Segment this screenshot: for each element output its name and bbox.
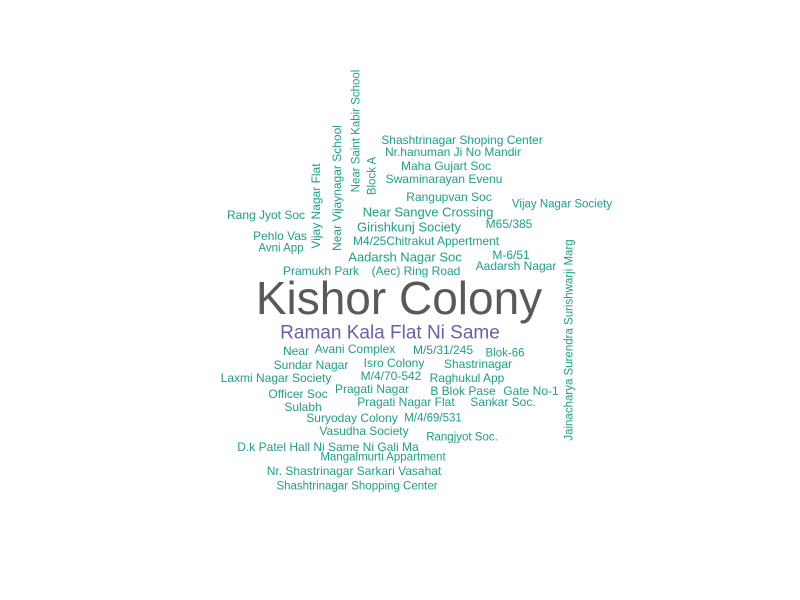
word-raghukul-app: Raghukul App	[429, 371, 505, 385]
word-aec-ring-road: (Aec) Ring Road	[371, 264, 461, 278]
word-near: Near	[282, 344, 310, 358]
word-near-saint-kabir-school: Near Saint Kabir School	[350, 69, 363, 193]
word-vijay-nagar-flat: Vijay Nagar Flat	[309, 163, 323, 249]
word-sulabh: Sulabh	[284, 400, 322, 414]
word-b-blok-pase: B Blok Pase	[430, 384, 496, 398]
word-m-6-51: M-6/51	[492, 248, 530, 262]
word-maha-gujart-soc: Maha Gujart Soc	[400, 159, 492, 173]
word-aadarsh-nagar-soc: Aadarsh Nagar Soc	[348, 249, 462, 265]
word-suryoday-colony: Suryoday Colony	[306, 411, 398, 425]
word-nr-shastrinagar-sarkari-vasahat: Nr. Shastrinagar Sarkari Vasahat	[266, 464, 442, 478]
word-kishor-colony: Kishor Colony	[255, 272, 543, 324]
word-aadarsh-nagar: Aadarsh Nagar	[475, 259, 557, 273]
word-shastrinagar: Shastrinagar	[443, 357, 513, 371]
word-m-5-31-245: M/5/31/245	[412, 343, 474, 357]
word-vijay-nagar-society: Vijay Nagar Society	[511, 198, 613, 211]
word-rangupvan-soc: Rangupvan Soc	[406, 190, 492, 204]
word-nr-hanuman-ji-no-mandir: Nr.hanuman Ji No Mandir	[384, 145, 522, 159]
word-girishkunj-society: Girishkunj Society	[356, 219, 462, 235]
word-gate-no-1: Gate No-1	[503, 384, 559, 398]
word-vasudha-society: Vasudha Society	[319, 424, 409, 438]
word-pragati-nagar-flat: Pragati Nagar Flat	[357, 395, 455, 409]
word-shashtrinagar-shopping-center: Shashtrinagar Shopping Center	[276, 480, 438, 493]
word-officer-soc: Officer Soc	[268, 387, 328, 401]
word-near-vijaynagar-school: Near Vijaynagar School	[330, 125, 344, 251]
word-pehlo-vas: Pehlo Vas	[253, 229, 307, 243]
word-near-sangve-crossing: Near Sangve Crossing	[362, 204, 494, 220]
word-block-a: Block A	[366, 156, 379, 196]
word-sundar-nagar: Sundar Nagar	[273, 358, 349, 372]
word-m-4-70-542: M/4/70-542	[360, 369, 422, 383]
word-isro-colony: Isro Colony	[363, 356, 425, 370]
word-m65-385: M65/385	[485, 217, 533, 231]
word-swaminarayan-evenu: Swaminarayan Evenu	[385, 172, 503, 186]
word-m-4-69-531: M/4/69/531	[404, 412, 462, 425]
word-avni-app: Avni App	[258, 242, 304, 255]
word-avani-complex: Avani Complex	[314, 342, 396, 356]
word-rang-jyot-soc: Rang Jyot Soc	[226, 208, 306, 222]
word-pragati-nagar: Pragati Nagar	[334, 382, 410, 396]
word-rangjyot-soc: Rangjyot Soc.	[426, 431, 498, 444]
word-pramukh-park: Pramukh Park	[282, 264, 360, 278]
word-raman-kala-flat-ni-same: Raman Kala Flat Ni Same	[280, 322, 500, 344]
word-m4-25chitrakut-appertment: M4/25Chitrakut Appertment	[352, 234, 500, 248]
word-jainacharya-surendra-surishwarji-marg: Jainacharya Surendra Surishwarji Marg	[563, 239, 576, 441]
word-shashtrinagar-shoping-center: Shashtrinagar Shoping Center	[381, 133, 543, 147]
word-sankar-soc: Sankar Soc.	[470, 395, 536, 409]
word-laxmi-nagar-society: Laxmi Nagar Society	[220, 371, 332, 385]
word-dk-patel-hall-ni-same-ni-gali-ma: D.k Patel Hall Ni Same Ni Gali Ma	[237, 440, 419, 454]
word-blok-66: Blok-66	[485, 347, 525, 360]
word-mangalmurti-appartment: Mangalmurti Appartment	[320, 451, 446, 464]
